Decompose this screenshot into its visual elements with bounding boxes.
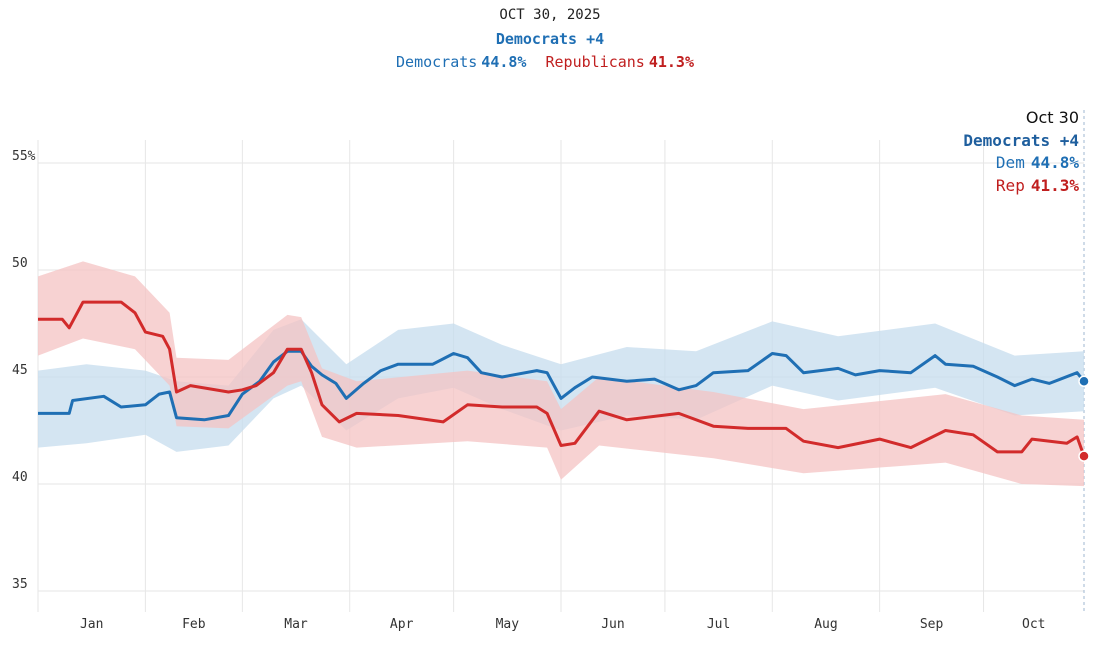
header-rep-value: 41.3% (648, 53, 694, 71)
header-dem-name: Democrats (396, 53, 478, 71)
y-tick-label: 55% (12, 149, 36, 164)
header-rep-name: Republicans (545, 53, 645, 71)
y-tick-label: 45 (12, 363, 28, 378)
series-line-dem (38, 349, 1086, 422)
tooltip-dem-value: 44.8% (1030, 153, 1079, 172)
tooltip-dem: Dem 44.8% (996, 153, 1079, 172)
x-tick-label: Feb (182, 617, 206, 632)
x-tick-label: Jan (80, 617, 103, 632)
tooltip-rep-name: Rep (995, 176, 1025, 195)
series-band-rep (38, 261, 1084, 487)
header-values: Democrats 44.8% Republicans 41.3% (0, 53, 1100, 71)
tooltip-lead: Democrats +4 (963, 131, 1079, 150)
header-date: OCT 30, 2025 (499, 7, 601, 23)
tooltip-dem-name: Dem (995, 153, 1025, 172)
series-endpoint-rep (1078, 450, 1090, 462)
x-tick-label: Jun (601, 617, 624, 632)
x-tick-label: Apr (390, 617, 414, 632)
header-lead: Democrats +4 (495, 30, 605, 48)
series-line-rep (38, 300, 1086, 457)
x-tick-label: May (496, 617, 520, 632)
tooltip-rep: Rep 41.3% (996, 176, 1079, 195)
x-tick-label: Aug (814, 617, 837, 632)
x-tick-label: Sep (920, 617, 944, 632)
y-tick-label: 50 (12, 256, 28, 271)
x-tick-label: Jul (707, 617, 730, 632)
tooltip-date: Oct 30 (1025, 108, 1079, 127)
tooltip-rep-value: 41.3% (1030, 176, 1079, 195)
x-tick-label: Mar (284, 617, 308, 632)
x-tick-label: Oct (1022, 617, 1045, 632)
y-tick-label: 40 (12, 470, 28, 485)
y-tick-label: 35 (12, 577, 28, 592)
series-endpoint-dem (1078, 375, 1090, 388)
header-dem-value: 44.8% (481, 53, 527, 71)
